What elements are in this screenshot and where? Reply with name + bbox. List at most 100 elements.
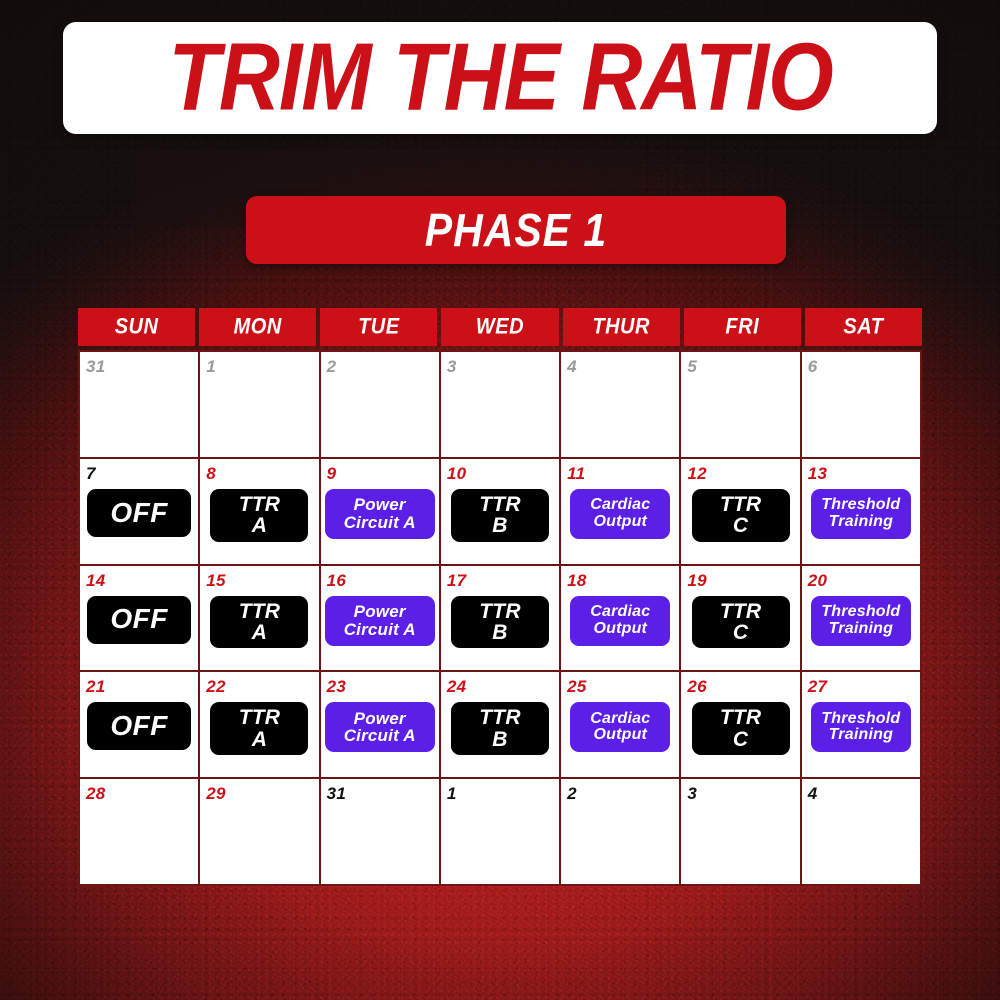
calendar-day-cell[interactable]: 16 Power Circuit A [320, 565, 439, 671]
calendar-day-cell[interactable]: 19 TTR C [681, 565, 800, 671]
workout-badge[interactable]: TTR A [210, 702, 309, 756]
workout-badge[interactable]: Power Circuit A [324, 488, 435, 539]
workout-badge-text: Threshold Training [821, 497, 900, 530]
workout-badge[interactable]: Threshold Training [810, 595, 911, 646]
calendar-day-cell[interactable]: 18 Cardiac Output [561, 565, 680, 671]
workout-badge-line: Output [593, 619, 648, 637]
day-header-thur: THUR [562, 308, 680, 346]
workout-badge[interactable]: TTR A [210, 488, 309, 542]
calendar-day-cell[interactable]: 31 [320, 779, 439, 884]
workout-badge[interactable]: TTR B [450, 488, 549, 542]
workout-badge[interactable]: TTR C [691, 595, 790, 649]
workout-badge[interactable]: TTR C [691, 488, 790, 542]
workout-badge[interactable]: OFF [87, 595, 192, 644]
calendar-day-cell[interactable]: 28 [80, 779, 199, 884]
calendar-day-cell[interactable]: 15 TTR A [200, 565, 319, 671]
workout-badge[interactable]: TTR C [691, 702, 790, 756]
workout-badge-line: Power [353, 709, 406, 729]
calendar-day-cell[interactable]: 20 Threshold Training [801, 565, 920, 671]
calendar-day-cell[interactable]: 6 [801, 352, 920, 457]
workout-badge-line: C [732, 621, 749, 644]
calendar-day-cell[interactable]: 4 [801, 779, 920, 884]
calendar-day-cell[interactable]: 21 OFF [80, 672, 199, 778]
workout-badge-line: OFF [110, 603, 168, 635]
day-header-wed: WED [441, 308, 559, 346]
calendar-day-cell[interactable]: 2 [320, 352, 439, 457]
workout-badge[interactable]: OFF [87, 488, 192, 537]
calendar-day-cell[interactable]: 9 Power Circuit A [320, 458, 439, 564]
calendar-day-cell[interactable]: 10 TTR B [440, 458, 560, 564]
workout-badge-text: Cardiac Output [590, 710, 651, 744]
calendar-day-cell[interactable]: 12 TTR C [681, 458, 800, 564]
workout-badge[interactable]: TTR B [450, 702, 549, 756]
workout-badge-text: TTR B [479, 707, 520, 750]
workout-badge-line: B [492, 727, 508, 751]
day-number: 27 [807, 677, 828, 697]
day-number: 26 [687, 677, 707, 697]
calendar-day-headers: SUN MON TUE WED THUR FRI SAT [78, 308, 922, 346]
calendar-day-cell[interactable]: 27 Threshold Training [801, 672, 920, 778]
title-plate: TRIM THE RATIO [63, 22, 937, 134]
calendar-day-cell[interactable]: 1 [200, 352, 319, 457]
calendar-day-cell[interactable]: 3 [440, 352, 560, 457]
day-header-label: FRI [725, 314, 760, 339]
workout-badge[interactable]: Threshold Training [810, 488, 911, 539]
workout-badge-line: Threshold [821, 710, 901, 728]
workout-badge-line: TTR [479, 706, 521, 730]
calendar-day-cell[interactable]: 3 [681, 779, 800, 884]
calendar-day-cell[interactable]: 13 Threshold Training [801, 458, 920, 564]
day-number: 1 [446, 784, 457, 804]
workout-badge-line: Cardiac [590, 710, 651, 728]
workout-badge-line: A [251, 621, 268, 644]
workout-badge[interactable]: TTR A [210, 595, 309, 649]
workout-badge[interactable]: Power Circuit A [324, 702, 435, 753]
calendar-day-cell[interactable]: 31 [80, 352, 199, 457]
workout-badge[interactable]: OFF [87, 702, 192, 751]
calendar-grid: 31 1 2 3 4 5 6 7 OFF 8 TTR A 9 Power Circuit A 10 TTR B 11… [78, 350, 922, 886]
day-number: 10 [446, 463, 467, 483]
workout-badge-line: Cardiac [590, 496, 651, 514]
workout-badge-line: OFF [110, 496, 168, 528]
workout-badge-line: Training [828, 619, 894, 637]
day-header-tue: TUE [320, 308, 438, 346]
calendar-day-cell[interactable]: 7 OFF [80, 458, 199, 564]
day-number: 15 [206, 570, 226, 590]
day-number: 4 [807, 784, 818, 804]
workout-badge[interactable]: Power Circuit A [324, 595, 435, 646]
day-number: 16 [326, 570, 347, 590]
day-number: 31 [326, 784, 347, 804]
calendar: SUN MON TUE WED THUR FRI SAT 31 1 2 3 4 5 6 7 OFF 8 TTR A… [78, 308, 922, 886]
workout-badge-text: TTR A [239, 707, 280, 750]
day-header-label: MON [233, 314, 282, 339]
calendar-day-cell[interactable]: 17 TTR B [440, 565, 560, 671]
calendar-day-cell[interactable]: 5 [681, 352, 800, 457]
workout-badge[interactable]: Cardiac Output [570, 702, 671, 753]
calendar-day-cell[interactable]: 8 TTR A [200, 458, 319, 564]
workout-badge[interactable]: Cardiac Output [570, 488, 671, 539]
day-number: 11 [567, 463, 586, 483]
calendar-day-cell[interactable]: 14 OFF [80, 565, 199, 671]
day-number: 23 [326, 677, 347, 697]
day-number: 5 [687, 357, 698, 376]
calendar-day-cell[interactable]: 23 Power Circuit A [320, 672, 439, 778]
calendar-day-cell[interactable]: 2 [561, 779, 680, 884]
calendar-day-cell[interactable]: 11 Cardiac Output [561, 458, 680, 564]
calendar-day-cell[interactable]: 22 TTR A [200, 672, 319, 778]
day-number: 13 [807, 463, 828, 483]
workout-badge-line: TTR [479, 492, 521, 516]
day-number: 12 [687, 463, 707, 483]
calendar-day-cell[interactable]: 29 [200, 779, 319, 884]
calendar-day-cell[interactable]: 24 TTR B [440, 672, 560, 778]
calendar-day-cell[interactable]: 26 TTR C [681, 672, 800, 778]
calendar-day-cell[interactable]: 4 [561, 352, 680, 457]
day-number: 3 [446, 357, 457, 376]
calendar-day-cell[interactable]: 1 [440, 779, 560, 884]
workout-badge[interactable]: Cardiac Output [570, 595, 671, 646]
workout-badge[interactable]: TTR B [450, 595, 549, 649]
workout-badge-text: TTR B [479, 600, 520, 643]
calendar-day-cell[interactable]: 25 Cardiac Output [561, 672, 680, 778]
workout-badge-line: Training [828, 512, 894, 530]
page-title: TRIM THE RATIO [167, 24, 833, 131]
workout-badge[interactable]: Threshold Training [810, 702, 911, 753]
